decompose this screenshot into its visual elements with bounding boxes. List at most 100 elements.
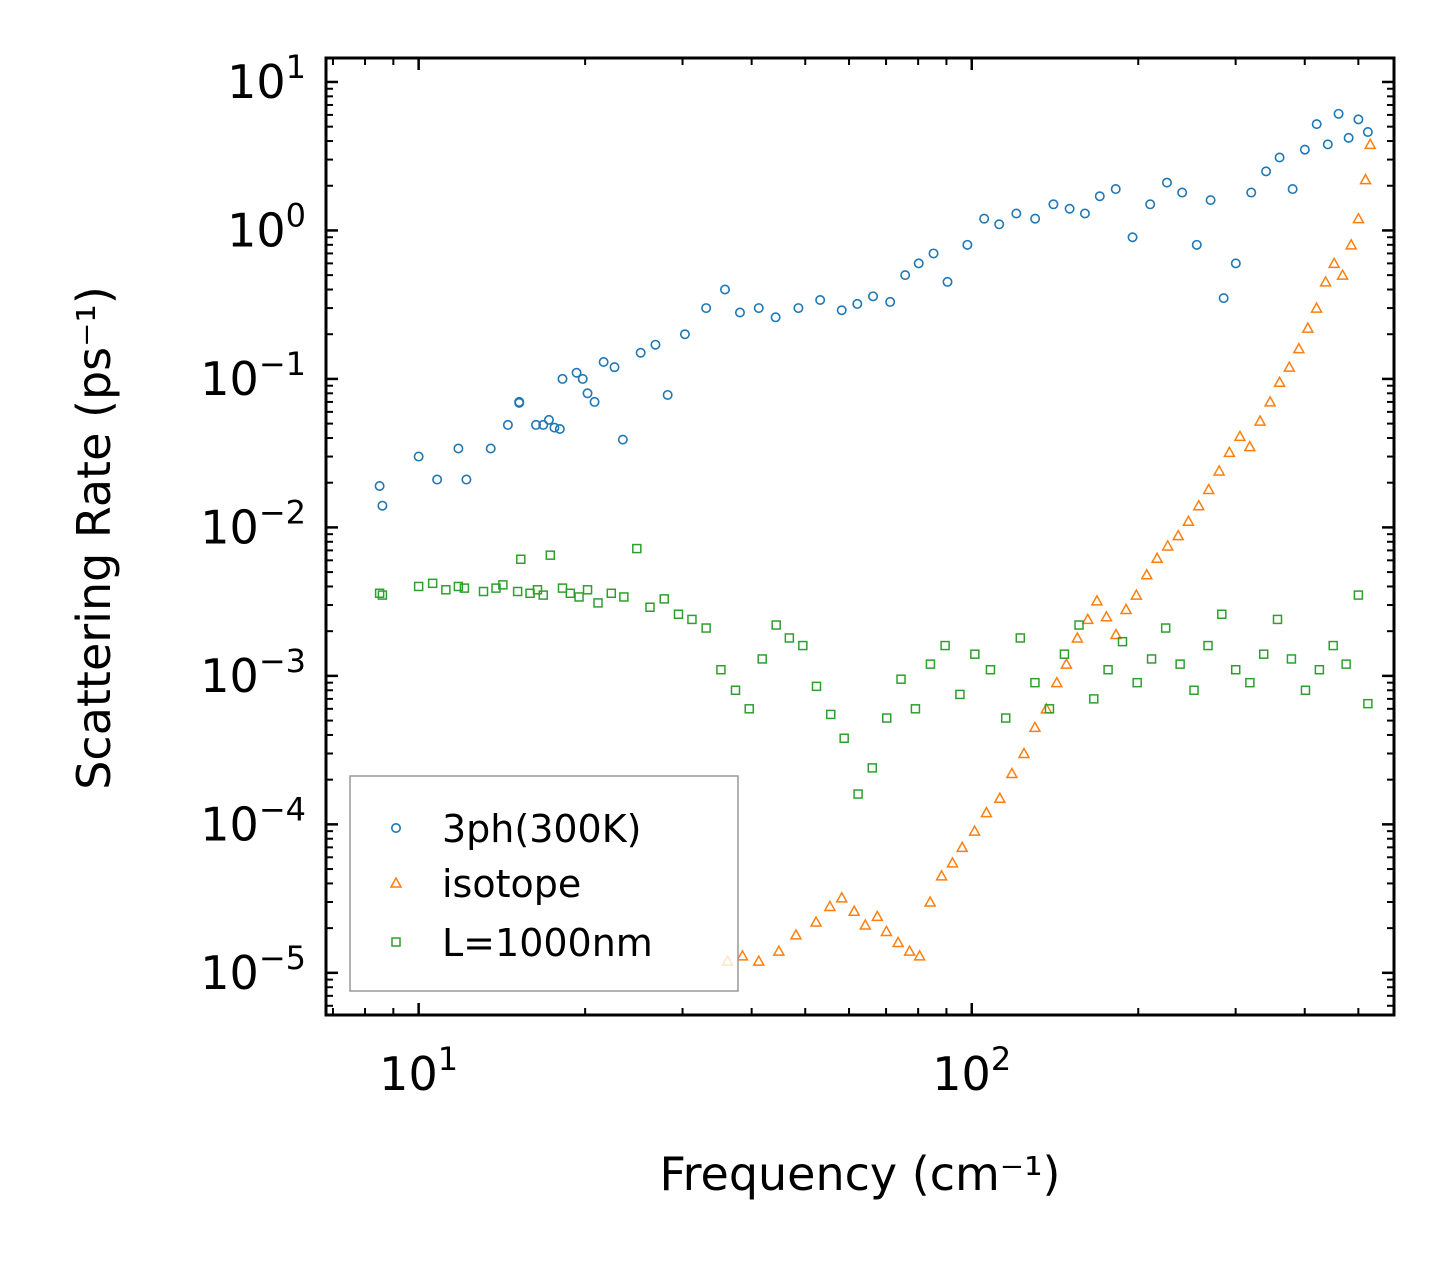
data-point — [582, 585, 593, 595]
data-point — [1110, 184, 1121, 195]
data-point — [980, 806, 993, 818]
data-point — [427, 578, 438, 589]
data-point — [1263, 395, 1277, 407]
data-point — [441, 585, 451, 595]
data-point — [453, 581, 464, 592]
data-point — [679, 329, 690, 340]
data-point — [1089, 694, 1099, 704]
data-point — [632, 543, 642, 554]
data-point — [1090, 594, 1104, 606]
data-point — [589, 396, 600, 407]
data-point — [1336, 268, 1349, 280]
data-point — [1103, 664, 1113, 675]
data-point — [377, 590, 388, 600]
data-point — [859, 918, 872, 930]
data-point — [1094, 191, 1105, 202]
data-point — [485, 443, 496, 454]
legend-label: 3ph(300K) — [442, 807, 641, 851]
y-tick-label: 101 — [227, 48, 306, 109]
data-point — [736, 949, 749, 961]
legend-label: isotope — [442, 862, 581, 906]
data-point — [1301, 321, 1315, 333]
data-point — [880, 924, 893, 937]
data-marks — [374, 108, 1377, 966]
data-point — [1146, 654, 1157, 664]
data-point — [502, 419, 513, 430]
data-point — [659, 594, 669, 604]
data-point — [955, 840, 969, 853]
series-2 — [721, 137, 1377, 966]
data-point — [701, 623, 711, 633]
data-point — [478, 586, 489, 597]
data-point — [852, 298, 863, 309]
data-point — [757, 654, 767, 664]
data-point — [1109, 627, 1123, 640]
data-point — [1359, 173, 1372, 185]
data-point — [900, 270, 911, 281]
data-point — [516, 554, 526, 565]
data-point — [557, 583, 568, 593]
data-point — [606, 588, 617, 599]
data-point — [823, 899, 837, 912]
data-point — [955, 689, 965, 700]
data-point — [1011, 208, 1022, 219]
data-point — [910, 704, 921, 714]
data-point — [1274, 152, 1285, 163]
data-point — [609, 362, 620, 373]
data-point — [543, 414, 554, 425]
data-point — [815, 295, 826, 306]
data-point — [891, 935, 905, 948]
data-point — [1344, 238, 1358, 250]
data-point — [1212, 464, 1226, 476]
data-point — [1100, 610, 1113, 622]
data-point — [1140, 568, 1154, 580]
data-point — [1079, 208, 1090, 219]
data-point — [1253, 414, 1267, 426]
data-point — [377, 500, 388, 511]
data-point — [1081, 612, 1095, 625]
series-1 — [374, 108, 1373, 511]
data-point — [1132, 677, 1142, 688]
data-point — [1292, 342, 1306, 354]
data-point — [1363, 698, 1373, 709]
data-point — [1328, 640, 1338, 651]
data-point — [1243, 440, 1257, 452]
data-point — [946, 856, 959, 868]
y-tick-label: 100 — [227, 196, 306, 257]
data-point — [1283, 360, 1296, 372]
data-point — [1202, 482, 1216, 495]
legend: 3ph(300K) isotope L=1000nm — [349, 775, 739, 992]
data-point — [453, 443, 464, 454]
data-point — [1300, 685, 1311, 696]
data-point — [1233, 429, 1247, 442]
legend-item: L=1000nm — [391, 921, 653, 965]
data-point — [1160, 623, 1171, 633]
data-point — [1245, 677, 1255, 688]
legend-marker — [390, 822, 401, 833]
data-point — [868, 291, 879, 302]
legend-marker — [391, 937, 401, 947]
data-point — [1064, 203, 1075, 214]
data-point — [913, 949, 926, 961]
data-point — [753, 303, 764, 314]
data-point — [979, 213, 990, 224]
data-point — [935, 869, 948, 881]
data-point — [1314, 664, 1325, 675]
data-point — [650, 339, 661, 350]
data-point — [1223, 445, 1236, 458]
y-axis-title: Scattering Rate (ps⁻¹) — [67, 286, 121, 790]
data-point — [772, 944, 786, 956]
x-axis-title: Frequency (cm⁻¹) — [660, 1147, 1061, 1201]
legend-marker — [389, 876, 403, 888]
data-point — [593, 598, 603, 608]
data-point — [645, 602, 655, 612]
data-point — [925, 659, 936, 669]
legend-box — [349, 775, 739, 992]
data-point — [514, 397, 525, 408]
data-point — [512, 586, 523, 597]
data-point — [554, 423, 565, 434]
data-point — [617, 434, 628, 445]
data-point — [993, 791, 1007, 803]
